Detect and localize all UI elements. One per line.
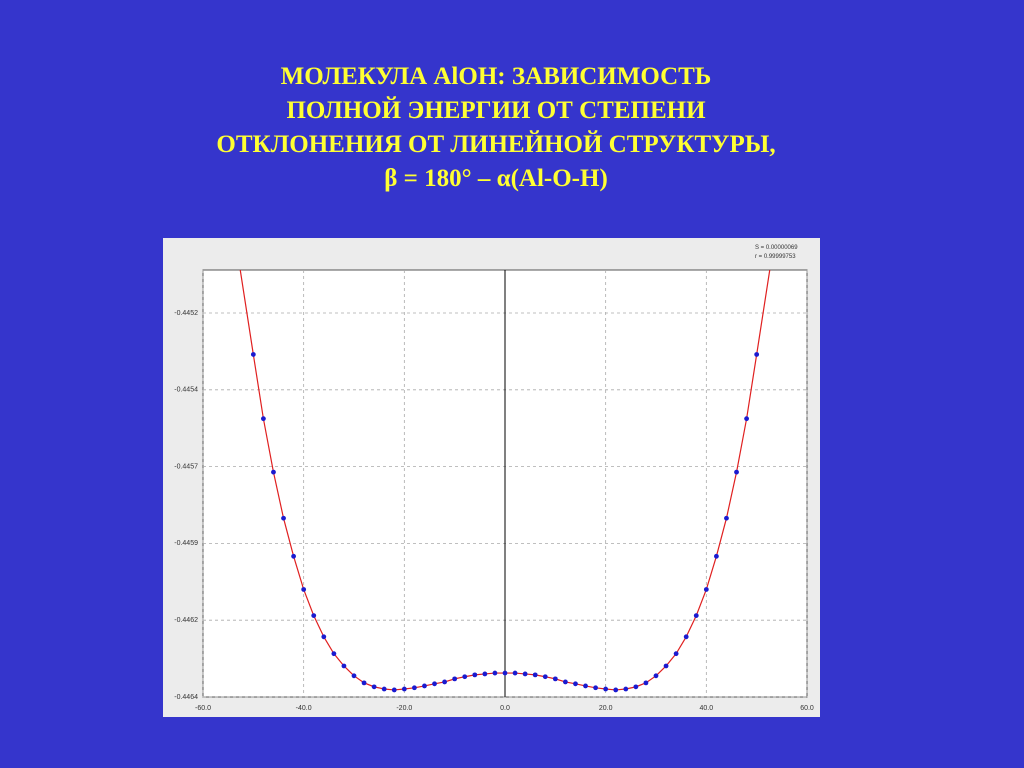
y-tick-label: -0.4464 — [174, 694, 198, 701]
data-point — [663, 663, 669, 669]
data-point — [412, 685, 417, 691]
data-point — [492, 670, 498, 676]
data-point — [744, 416, 749, 422]
data-point — [381, 686, 387, 692]
title-line: ПОЛНОЙ ЭНЕРГИИ ОТ СТЕПЕНИ — [286, 96, 706, 124]
x-tick-label: -20.0 — [396, 705, 412, 712]
y-tick-label: -0.4459 — [174, 540, 198, 547]
data-point — [442, 679, 447, 685]
data-point — [432, 681, 437, 687]
title-line: ОТКЛОНЕНИЯ ОТ ЛИНЕЙНОЙ СТРУКТУРЫ, — [216, 130, 775, 158]
y-tick-label: -0.4457 — [174, 463, 198, 470]
x-tick-label: 60.0 — [800, 705, 814, 712]
title-line: МОЛЕКУЛА AlOH: ЗАВИСИМОСТЬ — [281, 63, 712, 90]
y-tick-label: -0.4454 — [174, 387, 198, 394]
data-point — [714, 553, 719, 559]
data-point — [583, 683, 588, 689]
data-point — [331, 651, 337, 657]
data-point — [250, 352, 256, 357]
data-point — [633, 684, 639, 690]
data-point — [532, 672, 538, 678]
data-point — [462, 674, 468, 680]
data-point — [422, 683, 427, 689]
data-point — [482, 671, 488, 677]
data-point — [734, 469, 739, 475]
data-point — [281, 515, 286, 521]
annotation: S = 0.00000069 — [755, 245, 798, 251]
data-point — [573, 681, 578, 687]
data-point — [361, 680, 367, 686]
data-point — [613, 687, 619, 693]
data-point — [683, 634, 689, 640]
data-point — [401, 686, 407, 692]
data-point — [563, 679, 568, 685]
title-line: β = 180° – α(Al-O-H) — [384, 165, 608, 192]
data-point — [452, 676, 458, 682]
data-point — [623, 686, 629, 692]
data-point — [311, 613, 317, 618]
data-point — [643, 680, 649, 686]
data-point — [693, 613, 699, 618]
data-point — [472, 672, 478, 678]
data-point — [321, 634, 327, 640]
data-point — [703, 587, 709, 592]
y-tick-label: -0.4452 — [174, 310, 198, 317]
y-tick-label: -0.4462 — [174, 617, 198, 624]
data-point — [542, 674, 548, 680]
x-tick-label: 20.0 — [599, 705, 613, 712]
data-point — [522, 671, 528, 677]
data-point — [653, 673, 659, 679]
data-point — [271, 469, 276, 475]
data-point — [512, 670, 518, 676]
data-point — [341, 663, 347, 669]
data-point — [673, 651, 679, 657]
x-tick-label: 0.0 — [500, 705, 510, 712]
data-point — [291, 553, 296, 559]
x-tick-label: 40.0 — [700, 705, 714, 712]
data-point — [593, 685, 598, 691]
data-point — [371, 684, 377, 690]
data-point — [724, 515, 729, 521]
data-point — [351, 673, 357, 679]
data-point — [301, 587, 307, 592]
data-point — [391, 687, 397, 693]
data-point — [502, 670, 508, 676]
data-point — [603, 686, 609, 692]
data-point — [552, 676, 558, 682]
annotation: r = 0.99999753 — [755, 254, 796, 260]
x-tick-label: -40.0 — [296, 705, 312, 712]
data-point — [754, 352, 760, 357]
data-point — [261, 416, 266, 422]
x-tick-label: -60.0 — [195, 705, 211, 712]
